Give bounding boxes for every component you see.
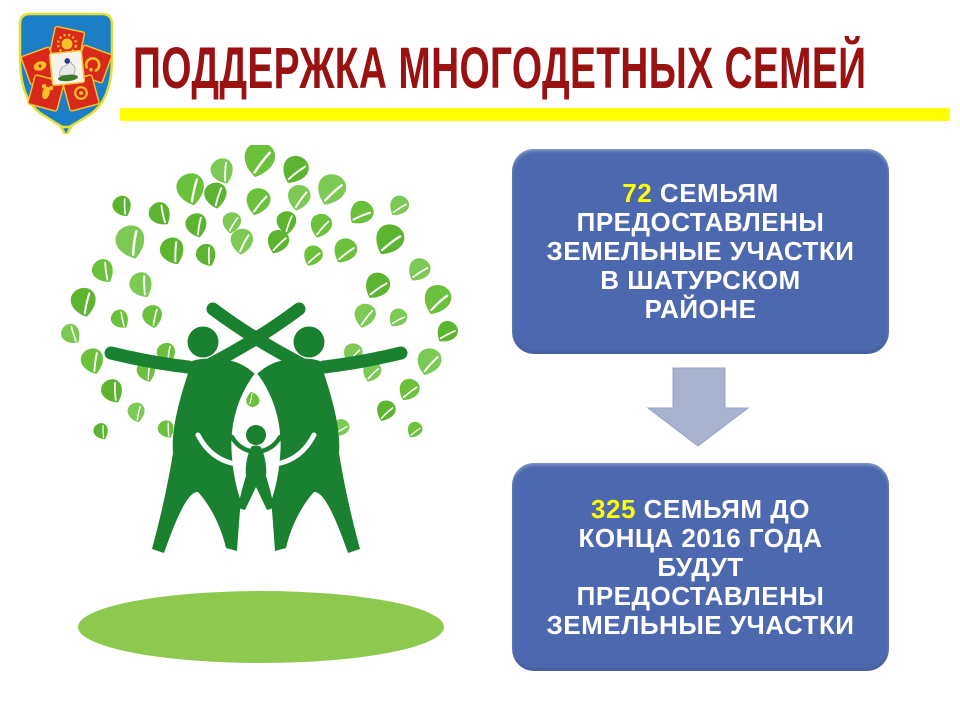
leaf [210,158,233,184]
leaf [276,211,297,235]
leaf [390,195,410,216]
leaf [157,420,174,438]
leaf [115,225,145,259]
leaf [246,391,260,407]
shield-tail [58,125,74,134]
leaf [354,303,376,328]
adult-figure-right [206,302,408,553]
leaf [93,423,108,440]
callout-box-2: 325 СЕМЬЯМ ДО КОНЦА 2016 ГОДА БУДУТ ПРЕД… [512,463,889,671]
leaf [399,378,420,401]
leaf [70,287,96,317]
callout-box-1: 72 СЕМЬЯМ ПРЕДОСТАВЛЕНЫ ЗЕМЕЛЬНЫЕ УЧАСТК… [512,149,889,354]
leaf [246,188,271,216]
leaf [222,212,242,234]
parent-arm-left [195,432,239,467]
leaf [376,224,405,255]
coat-of-arms-icon [18,12,114,134]
leaf [230,228,254,255]
leaf [417,348,442,376]
callout-box-2-text: 325 СЕМЬЯМ ДО КОНЦА 2016 ГОДА БУДУТ ПРЕД… [546,493,855,640]
leaf [91,259,113,282]
leaf [195,243,216,266]
leaf [185,213,207,238]
family-tree-illustration [61,145,458,663]
down-arrow-icon [646,367,750,447]
callout-box-1-text: 72 СЕМЬЯМ ПРЕДОСТАВЛЕНЫ ЗЕМЕЛЬНЫЕ УЧАСТК… [546,178,855,324]
parent-arm-right [273,432,317,467]
leaf [304,245,323,266]
page-title: ПОДДЕРЖКА МНОГОДЕТНЫХ СЕМЕЙ [133,36,867,101]
leaf [127,402,145,423]
leaf [377,400,396,421]
leaf [204,182,227,209]
leaf [268,229,290,254]
leaf [350,200,374,224]
leaf [334,238,358,263]
leaf [366,272,391,298]
leaf [283,155,309,183]
leaf [101,379,122,403]
leaf [409,258,431,281]
leaf [159,237,184,265]
leaf [61,323,80,343]
gap-leaf [246,391,260,407]
leaf [310,213,333,238]
leaf [437,321,458,342]
child-figure [229,425,283,510]
leaf [244,145,276,177]
leaf [142,305,162,328]
leaf [318,174,347,205]
leaf [389,308,408,327]
emblem-square-horseman [48,49,86,87]
leaf [288,184,311,211]
leaf [176,173,204,206]
leaf [112,195,131,217]
stat-number-1: 72 [622,178,653,208]
leaf [80,348,103,374]
stat-number-2: 325 [591,493,636,524]
leaf [148,202,170,225]
ground-shadow [78,591,444,663]
title-underline [120,108,950,121]
leaf [424,285,452,315]
leaf-canopy [61,145,458,451]
leaf [110,309,128,328]
leaf [129,272,152,298]
leaf [407,421,423,438]
